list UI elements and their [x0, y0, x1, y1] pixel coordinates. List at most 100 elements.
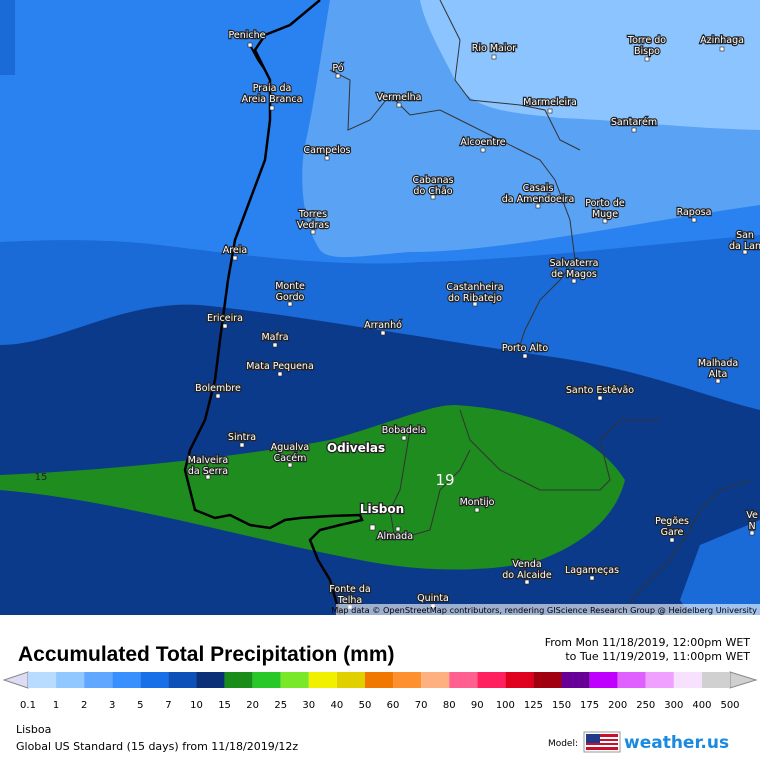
place-label: Mata Pequena	[246, 361, 314, 372]
legend-label: 70	[415, 700, 428, 711]
flag	[586, 734, 618, 750]
legend-label: 400	[692, 700, 711, 711]
place-label: Quinta	[417, 593, 449, 604]
place-label: Agualva	[271, 442, 309, 453]
legend-label: 30	[302, 700, 315, 711]
legend-swatch	[112, 672, 141, 688]
place-label: Rio Maior	[472, 43, 517, 54]
place-label: San	[736, 230, 754, 241]
place-dot	[535, 203, 541, 209]
legend-label: 1	[53, 700, 59, 711]
legend-label: 100	[496, 700, 515, 711]
place-dot	[715, 378, 721, 384]
place-label: Telha	[337, 595, 363, 606]
place-label: Torre do	[627, 35, 666, 46]
place-label: Sintra	[228, 432, 256, 443]
place-dot	[239, 442, 245, 448]
place-dot	[205, 474, 211, 480]
place-label: Campelos	[304, 145, 351, 156]
legend-label: 7	[165, 700, 171, 711]
place-dot	[396, 102, 402, 108]
place-label: Lagameças	[565, 565, 619, 576]
place-dot	[232, 255, 238, 261]
place-dot	[395, 526, 401, 532]
place-dot	[480, 147, 486, 153]
place-dot	[547, 108, 553, 114]
legend-label: 200	[608, 700, 627, 711]
legend-swatch	[252, 672, 281, 688]
place-label: Bobadela	[382, 425, 427, 436]
legend-swatch	[308, 672, 337, 688]
place-label: Monte	[275, 281, 305, 292]
place-label: Montijo	[460, 497, 495, 508]
legend-label: 3	[109, 700, 115, 711]
legend-swatch	[364, 672, 394, 688]
place-label: Peniche	[229, 30, 266, 41]
legend-label: 500	[720, 700, 739, 711]
legend-swatch	[645, 672, 674, 688]
place-label: Vermelha	[377, 92, 422, 103]
place-label: do Ribatejo	[448, 293, 502, 304]
place-dot	[644, 56, 650, 62]
place-label: Areia	[223, 245, 248, 256]
period: From Mon 11/18/2019, 12:00pm WET	[545, 636, 751, 649]
legend-swatch	[168, 672, 197, 688]
legend-title: Accumulated Total Precipitation (mm)	[18, 643, 395, 666]
legend-label: 0.1	[20, 700, 36, 711]
legend-label: 250	[636, 700, 655, 711]
place-dot	[719, 46, 725, 52]
legend-swatch	[477, 672, 506, 688]
legend-label: 300	[664, 700, 683, 711]
place-label: Malveira	[188, 455, 229, 466]
place-dot	[272, 342, 278, 348]
place-dot	[287, 301, 293, 307]
place-label: Muge	[592, 209, 618, 220]
place-dot	[691, 217, 697, 223]
place-dot	[310, 229, 316, 235]
legend-label: 150	[552, 700, 571, 711]
place-label: Gare	[661, 527, 684, 538]
legend-label: 40	[331, 700, 344, 711]
place-dot	[474, 507, 480, 513]
place-dot	[472, 301, 478, 307]
place-label: de Magos	[551, 269, 597, 280]
place-label: Ve	[746, 510, 758, 521]
place-label: da Amendoeira	[502, 194, 575, 205]
legend-label: 10	[190, 700, 203, 711]
place-dot	[749, 530, 755, 536]
place-label: Torres	[298, 209, 327, 220]
place-label: Alcoentre	[460, 137, 505, 148]
place-label: Praia da	[253, 83, 292, 94]
legend-label: 80	[443, 700, 456, 711]
place-dot	[491, 54, 497, 60]
place-label: Santo Estêvão	[566, 385, 634, 396]
legend-swatch	[196, 672, 225, 688]
place-label: N	[748, 521, 755, 532]
place-label: Areia Branca	[242, 94, 303, 105]
place-label: Castanheira	[446, 282, 503, 293]
place-label: Gordo	[276, 292, 305, 303]
place-label: Salvaterra	[550, 258, 599, 269]
place-label: Mafra	[261, 332, 288, 343]
place-dot	[571, 278, 577, 284]
place-label: Fonte da	[329, 584, 370, 595]
place-label: Malhada	[698, 358, 738, 369]
place-dot	[669, 537, 675, 543]
legend-swatch	[140, 672, 169, 688]
attribution: Map data © OpenStreetMap contributors, r…	[331, 605, 757, 615]
place-label: Cabanas	[412, 175, 453, 186]
legend-swatch	[28, 672, 57, 688]
legend-label: 175	[580, 700, 599, 711]
place-label: Azinhaga	[700, 35, 744, 46]
legend-label: 15	[218, 700, 231, 711]
place-label: Porto de	[585, 198, 625, 209]
place-label: Porto Alto	[502, 343, 549, 354]
legend-swatch	[673, 672, 702, 688]
place-dot	[742, 249, 748, 255]
legend-swatch	[561, 672, 590, 688]
legend-swatch	[449, 672, 478, 688]
legend-swatch	[421, 672, 450, 688]
place-dot	[247, 42, 253, 48]
